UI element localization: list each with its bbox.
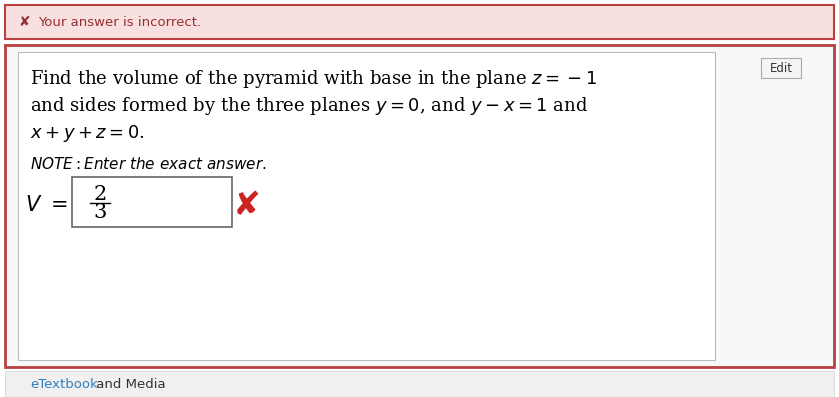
Text: ✘: ✘	[233, 189, 261, 222]
Text: $V\ =$: $V\ =$	[25, 195, 68, 215]
Text: Find the volume of the pyramid with base in the plane $z = -1$: Find the volume of the pyramid with base…	[30, 68, 597, 90]
FancyBboxPatch shape	[5, 371, 834, 397]
Text: and Media: and Media	[92, 378, 165, 391]
Text: 3: 3	[93, 204, 107, 222]
FancyBboxPatch shape	[5, 5, 834, 39]
Text: Your answer is incorrect.: Your answer is incorrect.	[38, 15, 201, 29]
FancyBboxPatch shape	[761, 58, 801, 78]
FancyBboxPatch shape	[18, 52, 715, 360]
Text: and sides formed by the three planes $y = 0$, and $y - x = 1$ and: and sides formed by the three planes $y …	[30, 95, 588, 117]
Text: 2: 2	[93, 185, 107, 204]
Text: eTextbook: eTextbook	[30, 378, 98, 391]
Text: ✘: ✘	[18, 15, 30, 29]
Text: $\mathit{NOTE: Enter\ the\ exact\ answer.}$: $\mathit{NOTE: Enter\ the\ exact\ answer…	[30, 156, 267, 172]
Text: Edit: Edit	[769, 62, 793, 75]
FancyBboxPatch shape	[5, 45, 834, 367]
FancyBboxPatch shape	[72, 177, 232, 227]
Text: $x + y + z = 0$.: $x + y + z = 0$.	[30, 123, 145, 143]
